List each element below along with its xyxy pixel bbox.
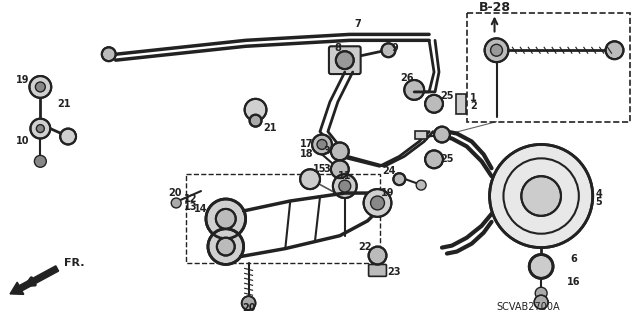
Text: B-28: B-28 [479,1,511,14]
Circle shape [35,155,46,167]
Circle shape [102,47,116,61]
Circle shape [208,229,244,264]
Circle shape [244,99,266,121]
Text: 1: 1 [470,93,477,103]
Circle shape [381,43,396,57]
Circle shape [36,125,44,133]
Circle shape [364,189,392,217]
Circle shape [331,160,349,178]
Circle shape [217,238,235,256]
Circle shape [250,115,262,127]
Circle shape [434,127,450,143]
Circle shape [172,198,181,208]
Circle shape [242,296,255,310]
Circle shape [336,51,354,69]
Text: 4: 4 [595,189,602,199]
Circle shape [491,44,502,56]
Circle shape [333,174,356,198]
Text: 5: 5 [595,197,602,207]
Circle shape [206,199,246,239]
Bar [456,94,466,114]
Circle shape [535,287,547,299]
Circle shape [534,295,548,309]
Circle shape [605,41,623,59]
Text: 12: 12 [184,194,198,204]
Text: 20: 20 [242,303,255,313]
Text: 11: 11 [338,171,351,181]
Text: 10: 10 [16,137,29,146]
Text: 17: 17 [300,139,314,150]
Circle shape [300,169,320,189]
Circle shape [425,151,443,168]
Text: 20: 20 [168,188,182,198]
Circle shape [35,82,45,92]
Circle shape [60,129,76,145]
Text: 21: 21 [264,122,277,133]
Text: 18: 18 [300,149,314,160]
Circle shape [425,95,443,113]
Bar [467,12,630,122]
Text: 26: 26 [401,73,414,83]
Circle shape [394,173,405,185]
Text: 19: 19 [381,188,394,198]
Circle shape [317,139,327,149]
Text: 25: 25 [440,154,454,164]
Text: 3: 3 [324,164,330,174]
Text: 14: 14 [195,204,208,214]
Text: 21: 21 [58,99,71,109]
Text: 2: 2 [470,101,477,111]
Text: 23: 23 [388,267,401,278]
Text: 19: 19 [16,75,29,85]
Circle shape [369,247,387,264]
Text: 16: 16 [567,277,580,287]
Circle shape [29,76,51,98]
FancyBboxPatch shape [369,264,387,276]
Circle shape [312,135,332,154]
Circle shape [529,255,553,278]
Text: 15: 15 [313,164,327,174]
Text: 9: 9 [391,43,397,53]
Circle shape [331,143,349,160]
Text: SCVAB2700A: SCVAB2700A [497,302,560,312]
Bar [186,174,380,263]
Bar [415,130,427,138]
Circle shape [490,145,593,248]
Text: 24: 24 [383,166,396,176]
Text: 13: 13 [184,202,198,212]
Circle shape [404,80,424,100]
Text: 3: 3 [324,146,330,156]
Text: 6: 6 [570,254,577,263]
FancyArrow shape [10,266,59,294]
Circle shape [484,38,508,62]
Text: 25: 25 [440,91,454,101]
Circle shape [216,209,236,229]
Circle shape [31,119,51,138]
Circle shape [416,180,426,190]
FancyBboxPatch shape [329,46,361,74]
Text: 7: 7 [355,19,361,29]
Text: FR.: FR. [64,258,84,269]
Text: 8: 8 [335,43,341,53]
Circle shape [339,180,351,192]
Text: 22: 22 [358,241,371,252]
Circle shape [522,176,561,216]
Circle shape [371,196,385,210]
